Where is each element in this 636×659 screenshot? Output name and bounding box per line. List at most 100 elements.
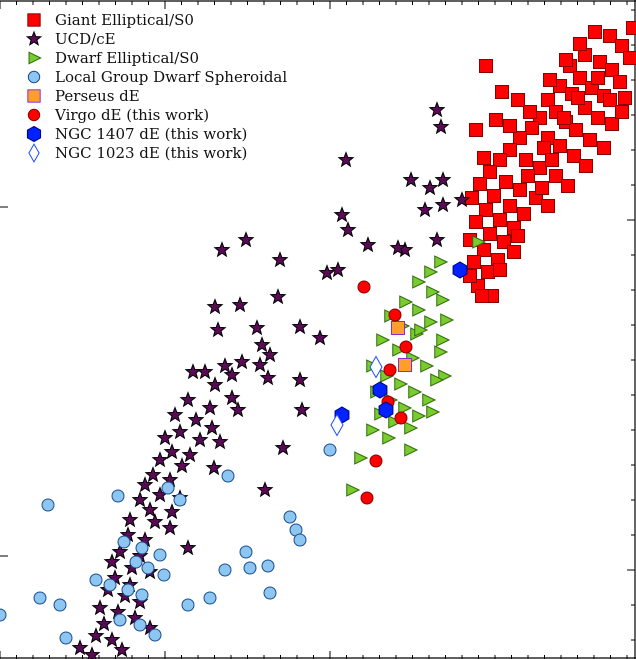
data-point (569, 123, 583, 137)
data-point (179, 391, 197, 408)
data-point (161, 519, 179, 536)
data-point (428, 101, 446, 118)
legend-marker (26, 125, 42, 143)
data-point (618, 91, 632, 105)
data-point (525, 121, 539, 135)
data-point (131, 491, 149, 508)
data-point (196, 363, 214, 380)
data-point (293, 533, 307, 547)
data-point (223, 366, 241, 383)
legend-marker (28, 51, 42, 65)
data-point (151, 451, 169, 468)
data-point (111, 543, 129, 560)
data-point (398, 401, 413, 415)
data-point (541, 199, 555, 213)
data-point (469, 123, 483, 137)
data-point (573, 37, 587, 51)
data-point (339, 221, 357, 238)
data-point (144, 466, 162, 483)
data-point (221, 469, 235, 483)
data-point (426, 405, 441, 419)
data-point (605, 117, 619, 131)
data-point (369, 454, 383, 468)
data-point (404, 421, 419, 435)
legend-marker (27, 13, 41, 27)
data-point (213, 241, 231, 258)
data-point (521, 169, 535, 183)
data-point (113, 613, 127, 627)
data-point (583, 133, 597, 147)
data-point (495, 85, 509, 99)
data-point (481, 265, 495, 279)
data-point (626, 21, 636, 35)
data-point (89, 573, 103, 587)
data-point (263, 586, 277, 600)
data-point (483, 165, 497, 179)
data-point (360, 491, 374, 505)
legend-label: Local Group Dwarf Spheroidal (55, 68, 287, 86)
data-point (404, 443, 419, 457)
data-point (173, 493, 187, 507)
data-point (283, 510, 297, 524)
data-point (33, 591, 47, 605)
data-point (533, 161, 547, 175)
data-point (399, 295, 414, 309)
data-point (95, 615, 113, 632)
data-point (615, 39, 629, 53)
data-point (414, 323, 429, 337)
data-point (366, 423, 381, 437)
data-point (153, 548, 167, 562)
data-point (0, 608, 7, 622)
data-point (543, 73, 557, 87)
series-3 (0, 443, 337, 645)
data-point (473, 177, 487, 191)
data-point (206, 376, 224, 393)
data-point (216, 357, 234, 374)
legend-label: Giant Elliptical/S0 (55, 11, 194, 29)
data-point (357, 280, 371, 294)
data-point (545, 153, 559, 167)
data-point (59, 631, 73, 645)
legend-marker (27, 70, 41, 84)
legend-label: NGC 1023 dE (this work) (55, 144, 247, 162)
data-point (424, 315, 439, 329)
series-0 (463, 21, 636, 303)
data-point (412, 303, 427, 317)
data-point (597, 141, 611, 155)
data-point (493, 263, 507, 277)
data-point (394, 377, 409, 391)
series-6 (334, 261, 468, 424)
data-points (0, 21, 636, 659)
data-point (173, 457, 191, 474)
data-point (507, 245, 521, 259)
data-point (623, 51, 636, 65)
data-point (187, 411, 205, 428)
data-point (615, 105, 629, 119)
data-point (434, 196, 452, 213)
data-point (87, 627, 105, 644)
data-point (346, 483, 361, 497)
data-point (487, 189, 501, 203)
legend-label: UCD/cE (55, 30, 116, 48)
data-point (71, 639, 89, 656)
data-point (354, 451, 369, 465)
data-point (434, 345, 449, 359)
data-point (261, 346, 279, 363)
legend-label: NGC 1407 dE (this work) (55, 125, 247, 143)
data-point (382, 431, 397, 445)
data-point (412, 275, 427, 289)
data-point (519, 153, 533, 167)
legend-marker (27, 89, 41, 103)
data-point (157, 568, 171, 582)
data-point (163, 503, 181, 520)
data-point (166, 406, 184, 423)
data-point (253, 336, 271, 353)
data-point (136, 476, 154, 493)
data-point (605, 63, 619, 77)
data-point (274, 439, 292, 456)
data-point (579, 159, 593, 173)
data-point (472, 235, 487, 249)
data-point (111, 489, 125, 503)
